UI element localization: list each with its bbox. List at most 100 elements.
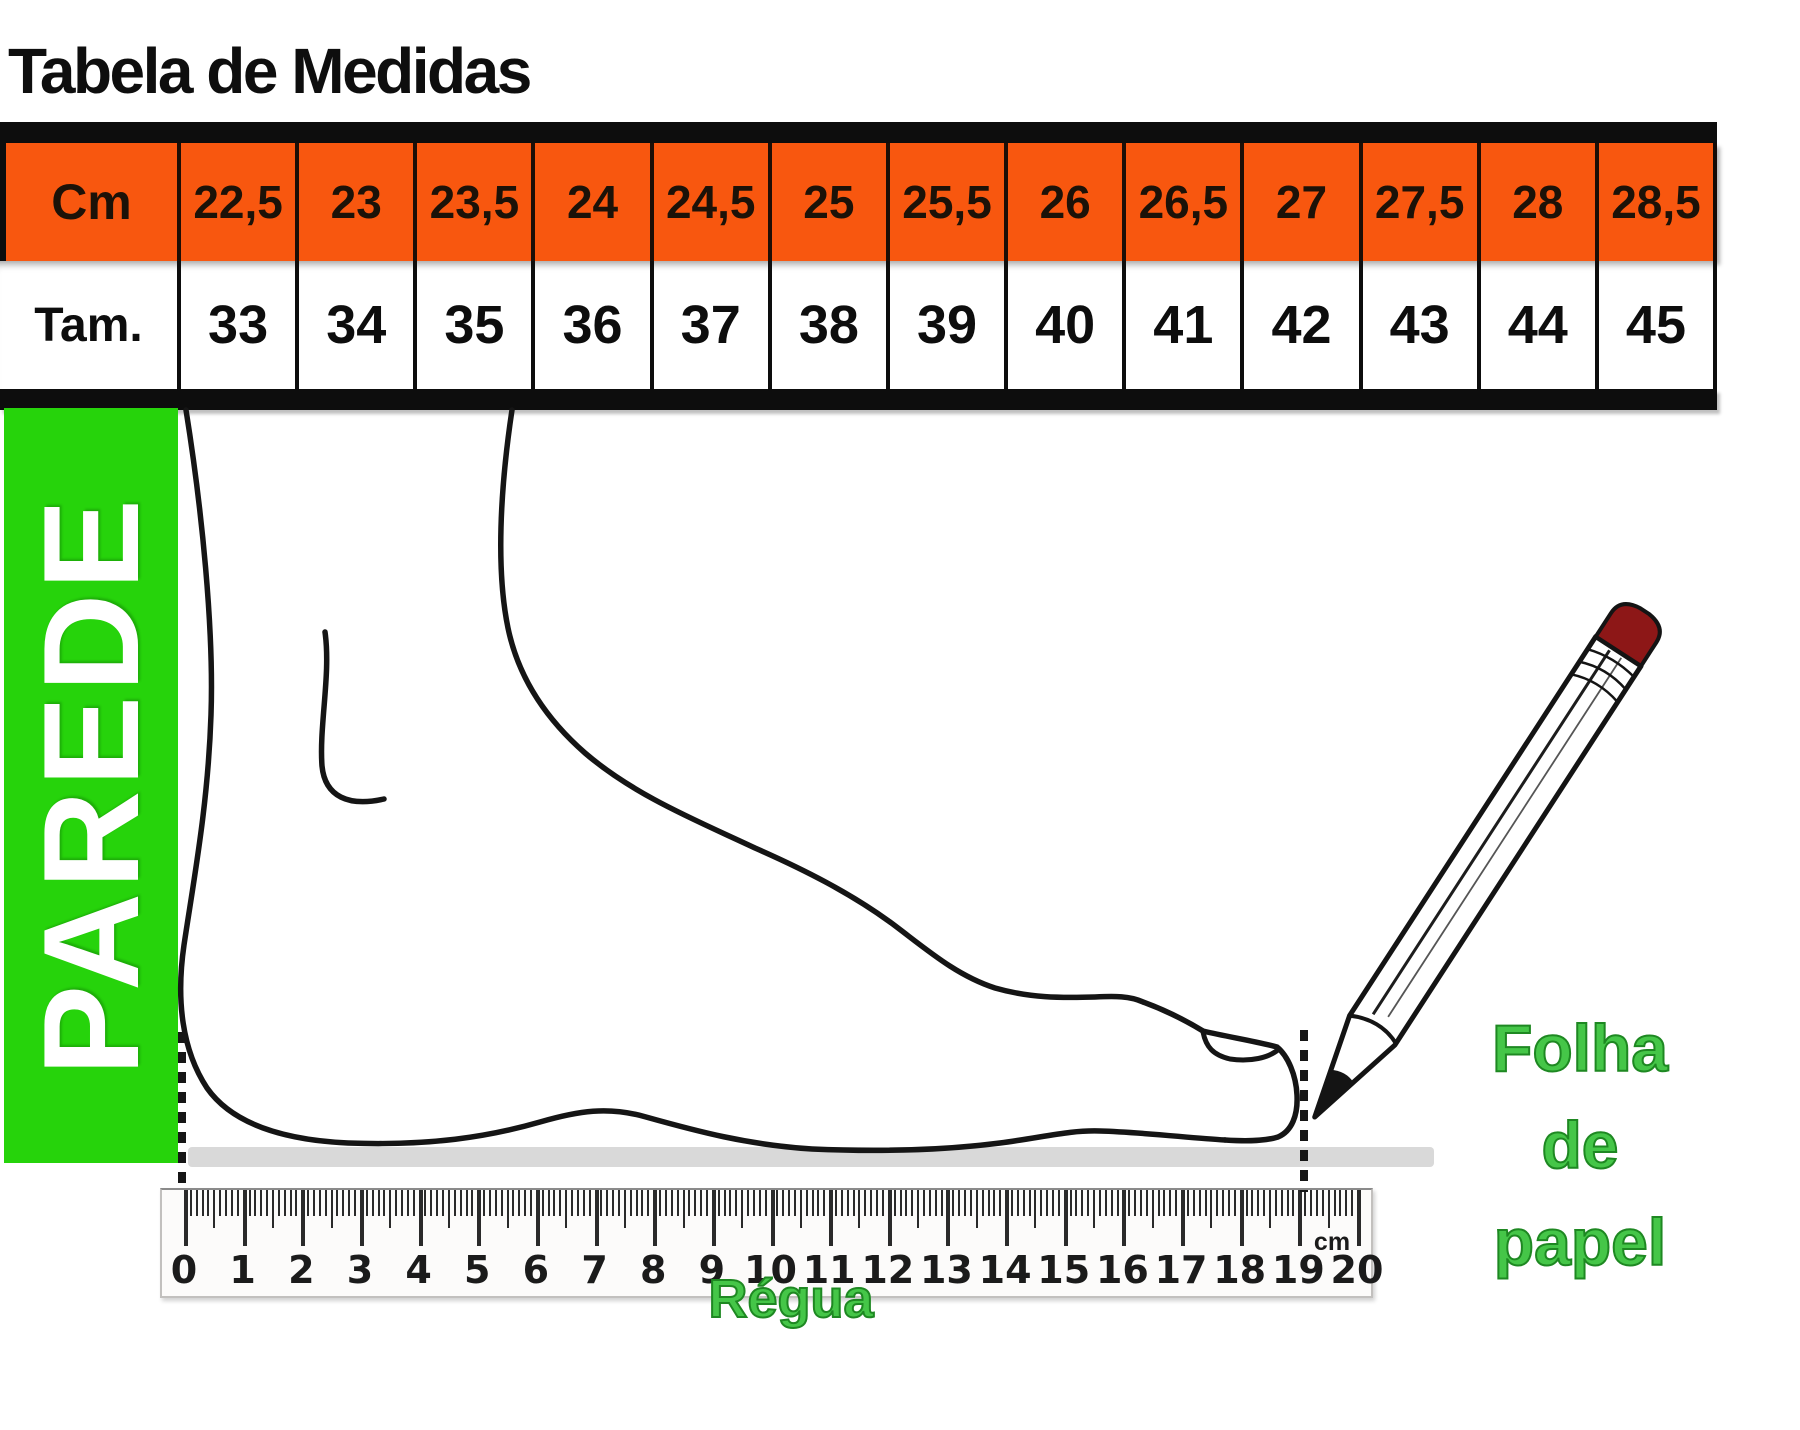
ruler-mm-tick [964,1190,967,1216]
ruler-mm-tick [465,1190,468,1216]
ruler-mm-tick [717,1190,720,1216]
ruler-mm-tick [999,1190,1002,1216]
ruler-mm-tick [488,1190,491,1216]
tam-value-cell: 44 [1476,261,1595,389]
ruler-mm-tick [271,1190,274,1228]
ruler-mm-tick [1280,1190,1283,1216]
ruler-mm-tick [1257,1190,1260,1216]
ruler-number: 6 [522,1248,550,1292]
ruler-number: 12 [861,1248,915,1292]
paper-caption-line: de [1540,1107,1619,1183]
foot-outline-top [498,407,1300,1144]
ruler-mm-tick [1145,1190,1148,1216]
ruler-mm-tick [559,1190,562,1216]
ruler-mm-tick [377,1190,380,1216]
ruler-mm-tick [764,1190,767,1216]
ruler-number: 4 [405,1248,432,1292]
tam-value-cell: 39 [885,261,1004,389]
ruler-number: 10 [744,1248,797,1292]
ruler-mm-tick [201,1190,204,1216]
ruler-mm-tick [1327,1190,1330,1228]
ruler-caption: Régua [707,1268,874,1330]
ruler-cm-tick [242,1190,247,1246]
table-row-tam: Tam. 33 34 35 36 37 38 39 40 41 42 43 44 45 [0,261,1717,389]
cm-value-cell: 24 [531,143,649,261]
ruler-mm-tick [612,1190,615,1216]
ruler-mm-tick [1245,1190,1248,1216]
ruler-mm-tick [524,1190,527,1216]
wall-bar: PAREDE [4,408,178,1163]
tam-value-cell: 38 [767,261,886,389]
ruler-mm-tick [635,1190,638,1216]
ruler-mm-tick [1057,1190,1060,1216]
ruler-mm-tick [1204,1190,1207,1216]
ruler-number: 18 [1213,1248,1267,1292]
ruler-mm-tick [952,1190,955,1216]
ruler-mm-tick [782,1190,785,1216]
ruler-mm-tick [324,1190,327,1216]
ruler-mm-tick [453,1190,456,1216]
ruler-mm-tick [1222,1190,1225,1216]
ruler-unit-label: cm [1313,1228,1351,1256]
ruler-mm-tick [371,1190,374,1216]
ruler-mm-tick [1040,1190,1043,1216]
ruler-mm-tick [664,1190,667,1216]
ruler-mm-tick [195,1190,198,1216]
ruler-mm-tick [283,1190,286,1216]
ruler-mm-tick [899,1190,902,1216]
ruler-cm-tick [1063,1190,1068,1246]
ruler-number: 5 [464,1248,491,1292]
ruler-mm-tick [840,1190,843,1216]
ruler-mm-tick [1046,1190,1049,1216]
ruler-mm-tick [547,1190,550,1216]
ruler-number: 16 [1095,1248,1149,1292]
ruler-mm-tick [430,1190,433,1216]
ruler-mm-tick [1128,1190,1131,1216]
ruler-mm-tick [236,1190,239,1216]
ruler-mm-tick [483,1190,486,1216]
ruler-mm-tick [981,1190,984,1216]
ruler-cm-tick [301,1190,306,1246]
paper-caption-line: papel [1493,1204,1667,1280]
ruler-mm-tick [969,1190,972,1216]
cm-value-cell: 23,5 [413,143,531,261]
tam-value-cell: 40 [1004,261,1122,389]
ruler-mm-tick [1315,1190,1318,1216]
ruler-mm-tick [1104,1190,1107,1216]
ruler-mm-tick [571,1190,574,1216]
pencil-eraser [1593,602,1662,668]
page-title: Tabela de Medidas [8,35,532,107]
ruler-mm-tick [705,1190,708,1216]
tam-value-cell: 33 [177,261,295,389]
ruler-mm-tick [905,1190,908,1216]
ruler-mm-tick [1333,1190,1336,1216]
ruler-mm-tick [277,1190,280,1216]
ruler-mm-tick [1351,1190,1354,1216]
ruler-mm-tick [1292,1190,1295,1216]
tam-value-cell: 34 [295,261,413,389]
ruler-mm-tick [365,1190,368,1216]
ruler-mm-tick [911,1190,914,1216]
ruler-mm-tick [1227,1190,1230,1216]
ruler-mm-tick [1169,1190,1172,1216]
ruler-mm-tick [1075,1190,1078,1216]
ruler-mm-tick [1163,1190,1166,1216]
ruler-mm-tick [823,1190,826,1216]
tam-value-cell: 43 [1358,261,1477,389]
ruler-mm-tick [254,1190,257,1216]
ruler-cm-tick [359,1190,364,1246]
ruler-cm-tick [770,1190,775,1246]
ruler-cm-tick [418,1190,423,1246]
ruler-cm-tick [946,1190,951,1246]
ruler-mm-tick [1216,1190,1219,1216]
ruler-mm-tick [500,1190,503,1216]
ruler-cm-tick [594,1190,599,1246]
ruler-mm-tick [1175,1190,1178,1216]
ruler-mm-tick [330,1190,333,1228]
ruler-number: 3 [346,1248,374,1292]
ruler-mm-tick [1098,1190,1101,1216]
ruler-mm-tick [230,1190,233,1216]
ruler-mm-tick [401,1190,403,1216]
ruler-cm-tick [1005,1190,1010,1246]
ruler-mm-tick [1304,1190,1307,1216]
